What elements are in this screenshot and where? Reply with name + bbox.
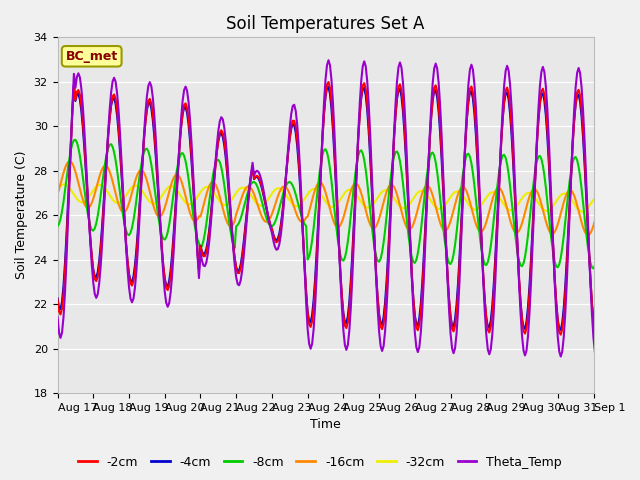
Legend: -2cm, -4cm, -8cm, -16cm, -32cm, Theta_Temp: -2cm, -4cm, -8cm, -16cm, -32cm, Theta_Te…: [73, 451, 567, 474]
X-axis label: Time: Time: [310, 419, 341, 432]
Y-axis label: Soil Temperature (C): Soil Temperature (C): [15, 151, 28, 279]
Text: BC_met: BC_met: [65, 50, 118, 63]
Title: Soil Temperatures Set A: Soil Temperatures Set A: [227, 15, 425, 33]
